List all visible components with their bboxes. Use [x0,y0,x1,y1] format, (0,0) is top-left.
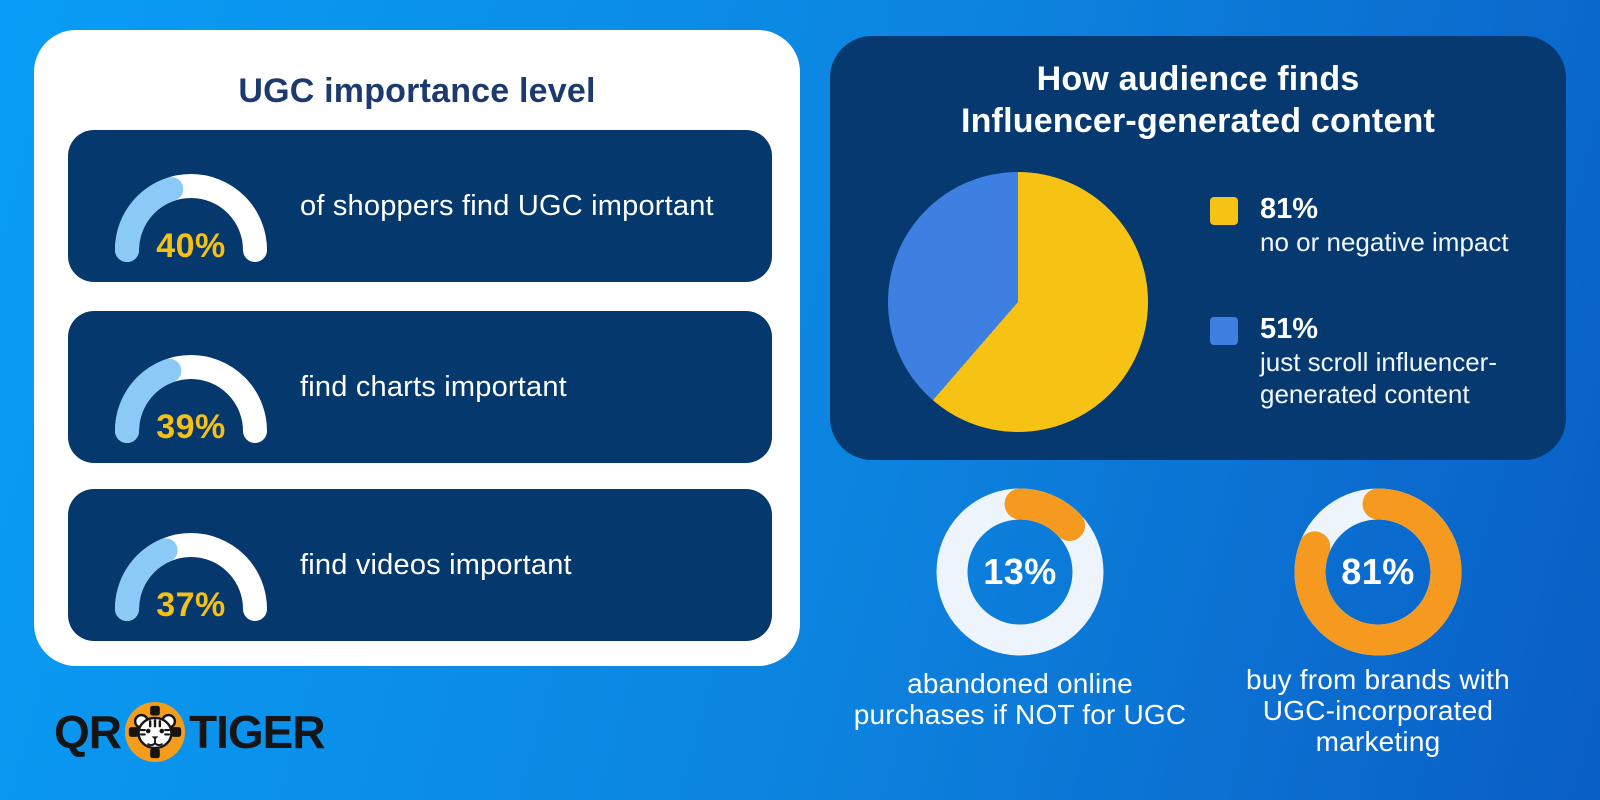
gauge-fill-arc [115,174,267,262]
gauge-chart-shoppers: 40% [115,174,267,266]
gauge-fill-arc [115,533,267,621]
gauge-chart-videos: 37% [115,533,267,625]
gauge-percent-label: 39% [156,408,226,446]
legend-item-blue: 51% just scroll influencer-generated con… [1210,312,1530,410]
donut-fill-arc [1294,488,1462,656]
gauge-chart-charts: 39% [115,355,267,447]
stat-row-shoppers: 40% of shoppers find UGC important [68,130,772,282]
legend-label: just scroll influencer-generated content [1260,347,1497,409]
donut-caption-buy: buy from brands with UGC-incorporated ma… [1246,664,1510,757]
stat-row-label: find charts important [300,370,567,403]
gauge-percent-label: 40% [156,227,226,265]
qr-tiger-logo: QR TIGER [54,701,326,763]
stat-row-label: of shoppers find UGC important [300,189,714,222]
pie-chart [888,172,1148,432]
donut-percent-label: 81% [1341,551,1415,592]
right-card-title-line1: How audience finds [1036,60,1360,98]
logo-tiger-text: TIGER [189,706,326,758]
legend-item-yellow: 81% no or negative impact [1210,192,1509,258]
legend-percent: 51% [1260,313,1319,345]
stat-row-videos: 37% find videos important [68,489,772,641]
right-card-title: How audience finds Influencer-generated … [830,58,1566,142]
left-card-title: UGC importance level [238,72,596,110]
donut-percent-label: 13% [983,551,1057,592]
donut-chart-abandoned: 13% [936,488,1104,656]
donut-chart-buy: 81% [1294,488,1462,656]
stat-row-label: find videos important [300,548,572,581]
legend-percent: 81% [1260,193,1319,225]
logo-qr-text: QR [54,706,122,758]
ugc-importance-card: UGC importance level 40% of shoppers fin… [34,30,800,666]
stat-row-charts: 39% find charts important [68,311,772,463]
right-card-title-line2: Influencer-generated content [960,102,1436,140]
donut-caption-abandoned: abandoned online purchases if NOT for UG… [853,668,1187,730]
gauge-percent-label: 37% [156,586,226,624]
gauge-fill-arc [115,355,267,443]
legend-swatch-blue [1210,317,1238,345]
legend-swatch-yellow [1210,197,1238,225]
influencer-content-card: How audience finds Influencer-generated … [830,36,1566,460]
tiger-icon [124,701,186,763]
donut-fill-arc [936,488,1104,656]
legend-label: no or negative impact [1260,227,1509,257]
